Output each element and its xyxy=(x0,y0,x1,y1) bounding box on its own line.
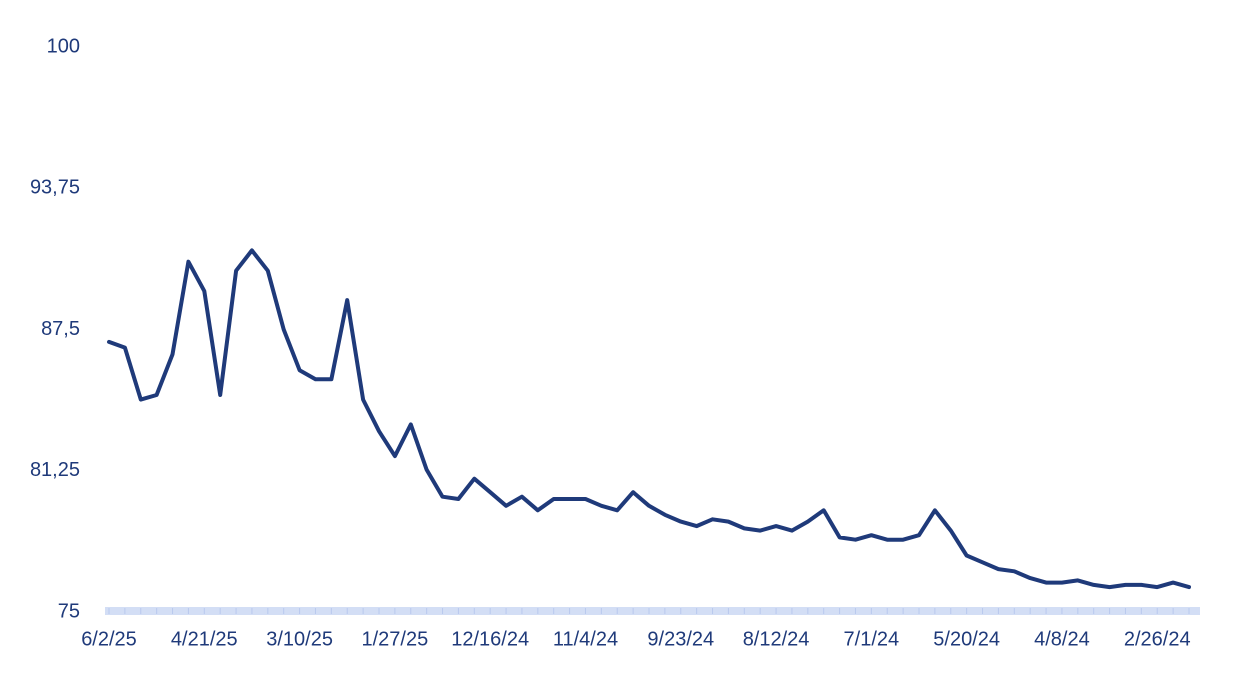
x-tick-label: 5/20/24 xyxy=(933,628,1000,650)
x-tick-label: 3/10/25 xyxy=(266,628,333,650)
x-tick-label: 11/4/24 xyxy=(553,628,618,650)
x-tick-label: 4/21/25 xyxy=(171,628,238,650)
x-tick-label: 8/12/24 xyxy=(743,628,810,650)
x-tick-label: 4/8/24 xyxy=(1034,628,1090,650)
x-tick-label: 12/16/24 xyxy=(451,628,529,650)
y-tick-label: 100 xyxy=(47,35,80,57)
x-tick-label: 6/2/25 xyxy=(81,628,137,650)
y-tick-label: 87,5 xyxy=(41,318,80,340)
line-series xyxy=(107,248,1191,590)
y-tick-label: 81,25 xyxy=(30,459,80,481)
y-tick-label: 75 xyxy=(58,600,80,622)
x-axis-band xyxy=(105,607,1200,615)
x-tick-label: 2/26/24 xyxy=(1124,628,1191,650)
x-tick-label: 7/1/24 xyxy=(844,628,900,650)
x-tick-label: 9/23/24 xyxy=(647,628,714,650)
x-tick-label: 1/27/25 xyxy=(362,628,429,650)
y-tick-label: 93,75 xyxy=(30,177,80,199)
